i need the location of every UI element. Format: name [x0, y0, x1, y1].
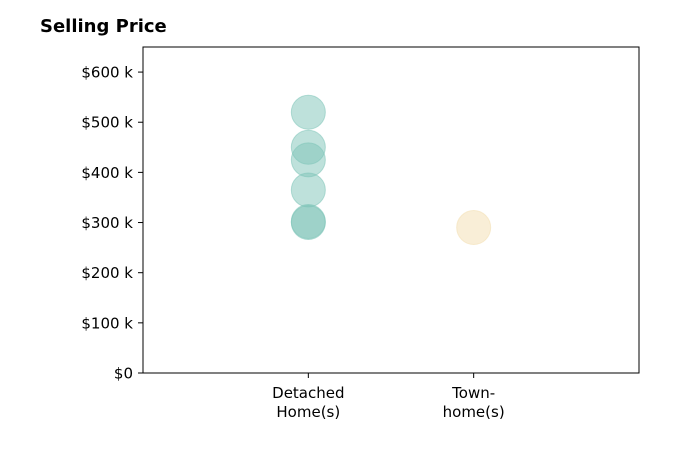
x-tick-label: Detached: [272, 384, 344, 402]
y-tick-label: $300 k: [81, 214, 133, 232]
y-tick-label: $100 k: [81, 314, 133, 332]
x-tick-label: Home(s): [276, 403, 340, 421]
data-points: [290, 94, 492, 246]
y-tick-label: $0: [114, 365, 133, 383]
data-point: [456, 210, 492, 246]
y-tick-label: $600 k: [81, 64, 133, 82]
y-tick-label: $400 k: [81, 164, 133, 182]
data-point: [290, 205, 326, 241]
data-point: [290, 94, 326, 130]
y-tick-label: $500 k: [81, 114, 133, 132]
data-point: [290, 172, 326, 208]
plot-area-frame: [142, 46, 640, 374]
y-axis: $0 $100 k $200 k $300 k $400 k $500 k $600 k: [81, 64, 143, 383]
chart-title: Selling Price: [40, 16, 167, 37]
x-tick-label: home(s): [443, 403, 505, 421]
y-tick-label: $200 k: [81, 264, 133, 282]
data-point: [290, 142, 326, 178]
x-tick-label: Town-: [451, 384, 495, 402]
